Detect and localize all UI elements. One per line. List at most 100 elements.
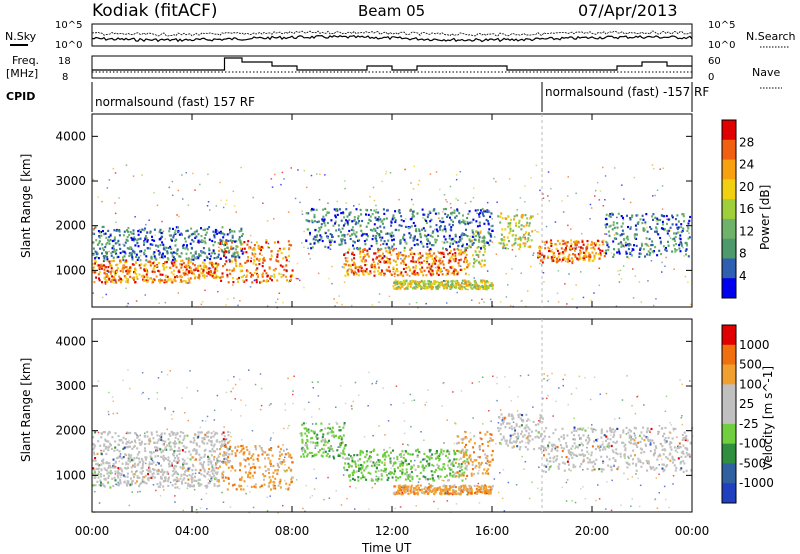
power-cell: [419, 268, 422, 271]
velocity-cell: [473, 484, 476, 487]
power-cell: [393, 243, 395, 246]
power-cell: [589, 203, 592, 206]
power-cell: [346, 215, 349, 218]
power-cell: [422, 245, 425, 248]
velocity-cell: [100, 475, 103, 478]
velocity-cell: [681, 438, 684, 441]
power-cell: [613, 226, 616, 229]
power-cell: [383, 274, 386, 277]
power-cell: [676, 226, 679, 229]
power-cell: [301, 213, 304, 215]
velocity-cell: [557, 438, 560, 441]
power-cell: [106, 269, 109, 272]
power-cell: [390, 253, 393, 256]
power-cell: [314, 228, 317, 232]
power-cell: [444, 283, 447, 286]
power-cell: [155, 275, 158, 278]
power-cell: [155, 258, 158, 261]
power-cell: [348, 218, 351, 222]
power-cell: [433, 281, 436, 284]
power-cell: [93, 259, 96, 262]
power-cell: [435, 256, 438, 259]
velocity-cell: [382, 455, 384, 458]
power-cell: [408, 303, 411, 305]
power-cell: [662, 245, 665, 248]
power-cell: [98, 271, 101, 274]
power-cell: [508, 240, 510, 243]
power-cell: [251, 248, 254, 251]
velocity-cell: [419, 460, 422, 463]
power-cell: [656, 254, 659, 257]
velocity-cell: [526, 436, 529, 439]
power-cell: [143, 264, 146, 267]
power-cell: [447, 214, 450, 217]
power-cell: [669, 229, 672, 232]
power-cell: [397, 255, 400, 258]
power-cell: [465, 282, 468, 286]
velocity-cell: [404, 491, 407, 494]
power-cell: [227, 281, 230, 284]
power-cell: [266, 275, 269, 278]
power-cell: [561, 258, 564, 261]
power-cell: [528, 232, 530, 235]
power-cell: [530, 215, 532, 218]
power-cell: [460, 249, 463, 252]
power-cell: [177, 292, 180, 294]
power-cell: [602, 205, 605, 207]
velocity-cell: [490, 488, 493, 491]
power-cell: [458, 259, 461, 262]
power-cell: [549, 250, 552, 253]
power-cell: [390, 234, 393, 237]
power-cell: [171, 180, 174, 183]
power-cell: [101, 281, 103, 284]
power-cell: [459, 287, 461, 290]
power-cell: [462, 214, 464, 217]
power-cell: [163, 246, 166, 249]
power-cell: [113, 239, 116, 242]
power-cell: [606, 223, 609, 226]
power-cell: [331, 235, 333, 238]
power-cell: [455, 198, 457, 200]
velocity-cell: [120, 468, 123, 471]
power-cell: [149, 264, 152, 267]
power-cell: [403, 249, 406, 252]
velocity-cell: [264, 469, 267, 473]
power-cell: [240, 166, 242, 169]
velocity-cell: [445, 487, 448, 491]
velocity-cell: [435, 489, 438, 492]
velocity-cell: [149, 470, 152, 473]
power-cell: [429, 234, 432, 237]
velocity-cell: [188, 474, 191, 477]
velocity-cell: [679, 446, 682, 449]
velocity-cell: [459, 457, 462, 460]
power-cell: [421, 266, 424, 269]
power-cell: [225, 199, 228, 201]
power-cell: [554, 221, 557, 223]
power-cell: [437, 234, 440, 238]
power-cell: [573, 247, 575, 249]
power-cell: [195, 267, 198, 270]
power-cell: [194, 277, 196, 280]
power-cell: [468, 262, 471, 265]
power-cell: [404, 255, 407, 258]
velocity-cell: [370, 456, 372, 459]
velocity-cell: [101, 483, 104, 486]
power-cell: [359, 250, 362, 253]
power-cell: [374, 228, 376, 231]
velocity-cell: [427, 486, 430, 489]
power-cell: [494, 236, 496, 238]
power-cell: [213, 269, 216, 272]
velocity-cell: [272, 480, 275, 484]
velocity-cell: [148, 462, 151, 465]
velocity-cell: [473, 473, 476, 476]
velocity-cell: [613, 434, 616, 437]
power-cell: [273, 218, 275, 220]
power-cell: [454, 235, 457, 238]
power-cell: [114, 212, 117, 215]
power-cell: [345, 208, 348, 211]
power-cell: [214, 253, 216, 255]
power-cell: [567, 195, 569, 197]
power-cell: [436, 280, 439, 284]
power-cell: [358, 203, 360, 206]
power-cell: [622, 238, 625, 241]
